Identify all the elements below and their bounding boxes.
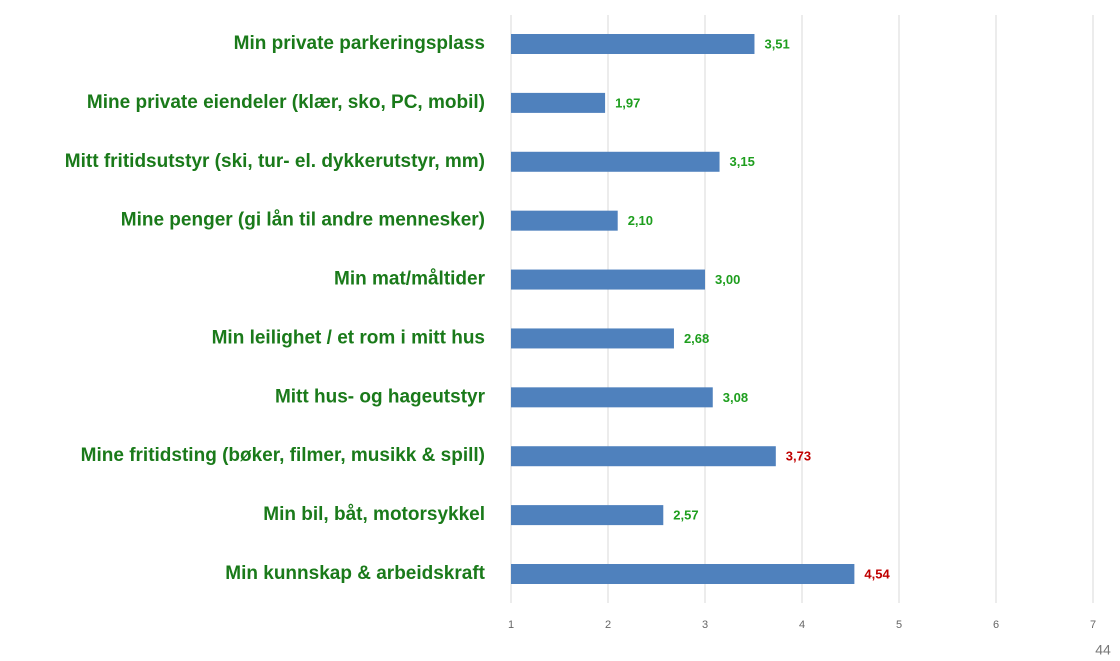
- x-tick-label: 2: [605, 619, 611, 631]
- value-label: 3,08: [723, 390, 748, 405]
- page-number: 44: [1095, 642, 1111, 658]
- x-tick-label: 6: [993, 619, 999, 631]
- value-label: 3,00: [715, 272, 740, 287]
- bar: [511, 564, 855, 584]
- x-tick-label: 4: [799, 619, 805, 631]
- category-label: Min leilighet / et rom i mitt hus: [212, 327, 485, 348]
- bar: [511, 34, 755, 54]
- category-label: Mitt hus- og hageutstyr: [275, 386, 486, 407]
- category-label: Min private parkeringsplass: [234, 33, 485, 54]
- bar: [511, 269, 705, 290]
- x-tick-label: 3: [702, 619, 708, 631]
- value-label: 4,54: [864, 566, 890, 581]
- value-label: 3,51: [764, 36, 789, 51]
- value-label: 2,68: [684, 331, 709, 346]
- bar: [511, 387, 713, 408]
- category-label: Mine fritidsting (bøker, filmer, musikk …: [81, 445, 485, 466]
- x-tick-label: 5: [896, 619, 902, 631]
- category-label: Min kunnskap & arbeidskraft: [225, 563, 485, 584]
- category-label: Mitt fritidsutstyr (ski, tur- el. dykker…: [65, 151, 485, 172]
- bar: [511, 328, 674, 349]
- x-tick-label: 7: [1090, 619, 1096, 631]
- value-label: 3,73: [786, 449, 811, 464]
- category-label: Mine penger (gi lån til andre mennesker): [121, 210, 485, 231]
- category-label: Min bil, båt, motorsykkel: [263, 504, 485, 525]
- bar: [511, 92, 606, 113]
- bar: [511, 210, 618, 231]
- value-label: 2,10: [628, 213, 653, 228]
- category-label: Mine private eiendeler (klær, sko, PC, m…: [87, 92, 485, 113]
- bar: [511, 505, 664, 526]
- value-label: 3,15: [730, 154, 755, 169]
- category-label: Min mat/måltider: [334, 269, 486, 290]
- value-label: 2,57: [673, 508, 698, 523]
- bar: [511, 446, 776, 467]
- x-tick-label: 1: [508, 619, 514, 631]
- bar: [511, 151, 720, 172]
- value-label: 1,97: [615, 95, 640, 110]
